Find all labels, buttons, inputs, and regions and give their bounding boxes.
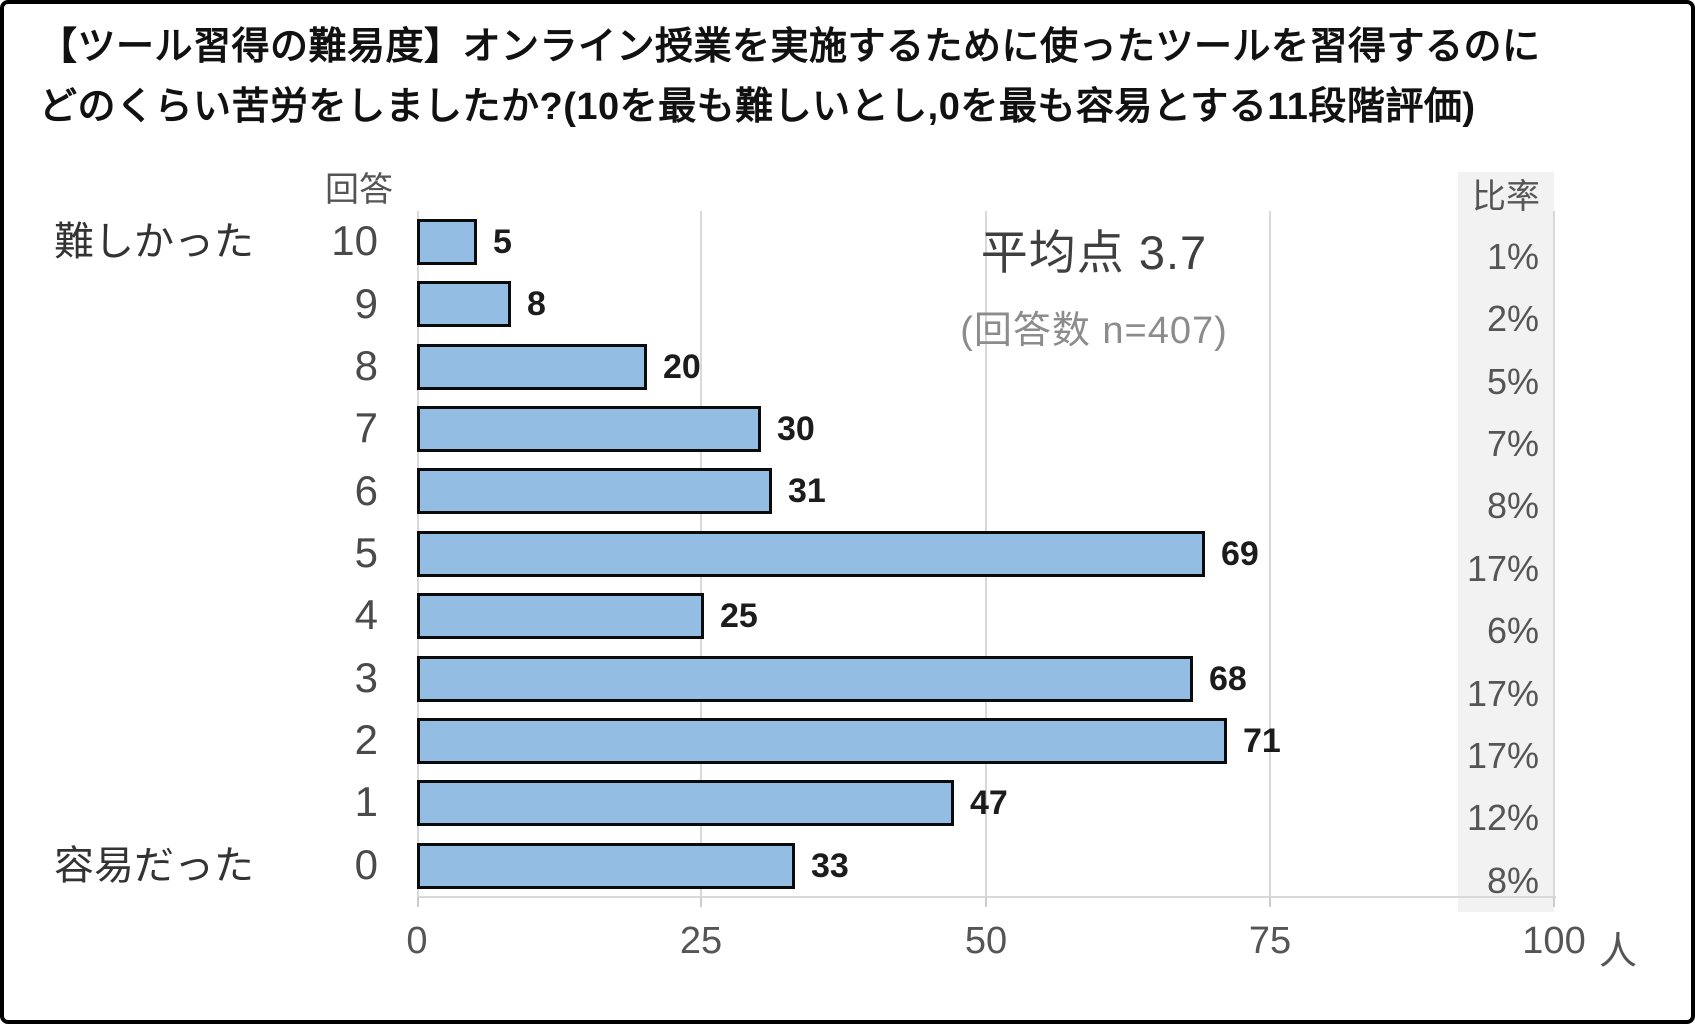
x-tick-label-0: 0 — [406, 920, 428, 962]
bar-value-label-1: 47 — [970, 784, 1008, 822]
category-label-10: 10 — [331, 217, 378, 264]
category-label-3: 3 — [354, 654, 378, 701]
percent-value-10: 1% — [1486, 236, 1539, 277]
bar-value-label-10: 5 — [493, 223, 512, 261]
percent-value-1: 12% — [1466, 797, 1539, 839]
x-tick-label-50: 50 — [964, 920, 1008, 962]
sample-size-annotation: (回答数 n=407) — [960, 310, 1228, 352]
bar-category-2 — [417, 718, 1227, 764]
average-score-annotation: 平均点 3.7 — [980, 226, 1208, 279]
bar-category-4 — [417, 593, 704, 639]
category-label-7: 7 — [354, 404, 378, 451]
x-tick-label-25: 25 — [679, 920, 723, 962]
percent-column: 比率 1% 2% 5% 7% 8% 17% 6% 17% 17% 12% 8% — [1458, 172, 1554, 912]
axis-tick-25 — [700, 897, 702, 907]
bar-value-label-3: 68 — [1209, 660, 1247, 698]
percent-value-7: 7% — [1486, 423, 1539, 465]
chart-title: 【ツール習得の難易度】オンライン授業を実施するために使ったツールを習得するのに … — [39, 17, 1599, 137]
percent-value-6: 8% — [1486, 485, 1539, 527]
percent-value-3: 17% — [1466, 672, 1539, 714]
bar-category-1 — [417, 780, 954, 826]
percent-value-0: 8% — [1486, 859, 1539, 901]
percent-value-9: 2% — [1486, 298, 1539, 340]
bar-category-10 — [417, 219, 477, 265]
scale-top-label: 難しかった — [54, 220, 254, 264]
percent-value-8: 5% — [1486, 360, 1539, 402]
bar-value-label-4: 25 — [720, 597, 758, 635]
bar-value-label-6: 31 — [788, 472, 826, 510]
percent-value-2: 17% — [1466, 734, 1539, 776]
percent-value-5: 17% — [1466, 547, 1539, 589]
bar-value-label-9: 8 — [527, 285, 546, 323]
bar-value-label-0: 33 — [811, 847, 849, 885]
plot-area: 5 8 20 30 31 69 25 68 71 47 33 — [417, 211, 1556, 907]
x-tick-label-100: 100 — [1522, 920, 1586, 962]
bar-category-3 — [417, 656, 1193, 702]
category-label-9: 9 — [354, 280, 378, 327]
bar-category-0 — [417, 843, 795, 889]
axis-tick-100 — [1553, 897, 1555, 907]
x-tick-label-75: 75 — [1248, 920, 1292, 962]
percent-value-4: 6% — [1486, 610, 1539, 652]
answer-axis-title: 回答 — [325, 171, 393, 209]
scale-bottom-label: 容易だった — [54, 844, 254, 888]
category-label-2: 2 — [354, 716, 378, 763]
bar-category-9 — [417, 281, 511, 327]
annotation-block: 平均点 3.7 (回答数 n=407) — [834, 214, 1354, 354]
bar-category-7 — [417, 406, 761, 452]
axis-tick-0 — [417, 897, 419, 907]
gridline-100 — [1553, 211, 1555, 897]
category-axis: 10 9 8 7 6 5 4 3 2 1 0 — [274, 211, 384, 897]
bar-category-6 — [417, 468, 772, 514]
bar-category-5 — [417, 531, 1205, 577]
bar-category-8 — [417, 344, 647, 390]
x-axis-tick-labels: 人 0 25 50 75 100 — [4, 920, 1691, 973]
bar-value-label-2: 71 — [1243, 722, 1281, 760]
chart-title-line1: 【ツール習得の難易度】オンライン授業を実施するために使ったツールを習得するのに — [39, 26, 1541, 68]
bar-value-label-8: 20 — [663, 348, 701, 386]
chart-title-line2: どのくらい苦労をしましたか?(10を最も難しいとし,0を最も容易とする11段階評… — [39, 86, 1476, 128]
category-label-1: 1 — [354, 778, 378, 825]
x-axis-unit-label: 人 — [1599, 931, 1638, 973]
axis-tick-75 — [1269, 897, 1271, 907]
category-label-4: 4 — [354, 591, 378, 638]
category-label-8: 8 — [354, 342, 378, 389]
bar-value-label-7: 30 — [777, 410, 815, 448]
category-label-5: 5 — [354, 529, 378, 576]
gridline-75 — [1269, 211, 1271, 897]
percent-column-header: 比率 — [1472, 178, 1540, 216]
axis-tick-50 — [985, 897, 987, 907]
category-label-6: 6 — [354, 467, 378, 514]
bar-value-label-5: 69 — [1221, 535, 1259, 573]
category-label-0: 0 — [354, 841, 378, 888]
